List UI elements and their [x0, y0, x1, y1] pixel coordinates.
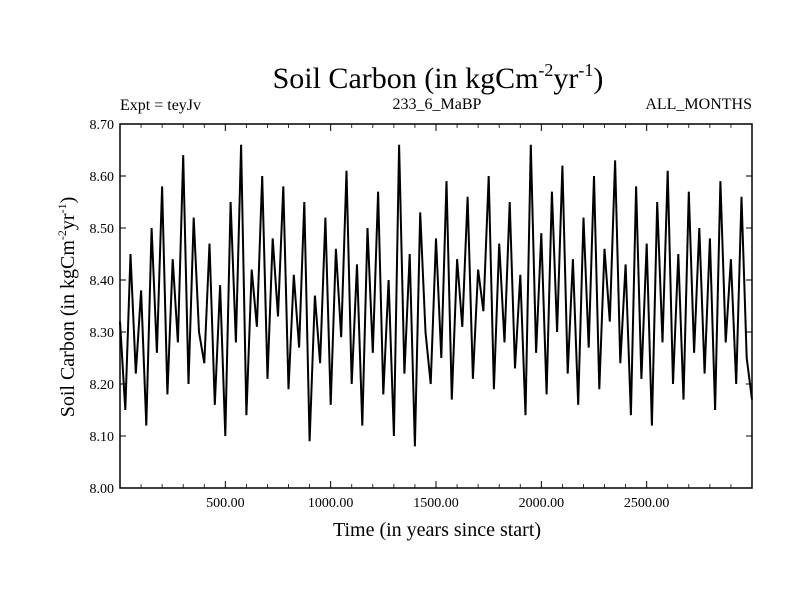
axis-ticks: 8.00 8.10 8.20 8.30 8.40 8.50 8.60 8.70 500.00 10…	[90, 118, 752, 511]
y-axis-label-mid: yr	[57, 213, 79, 230]
y-tick-label: 8.00	[90, 482, 115, 497]
chart-title-end: )	[593, 62, 603, 95]
plot-frame	[119, 123, 753, 489]
chart-title: Soil Carbon (in kgCm-2yr-1)	[273, 60, 604, 95]
x-axis-label: Time (in years since start)	[333, 519, 541, 541]
y-tick-label: 8.40	[90, 274, 115, 289]
y-tick-label: 8.60	[90, 170, 115, 185]
y-tick-label: 8.70	[90, 118, 115, 133]
subtitle-months: ALL_MONTHS	[645, 96, 752, 113]
x-tick-label: 2500.00	[624, 496, 670, 511]
chart-title-sup2: -1	[578, 60, 593, 80]
y-tick-label: 8.50	[90, 222, 115, 237]
x-tick-label: 1000.00	[308, 496, 354, 511]
y-axis-label-end: )	[57, 197, 79, 204]
y-axis-label: Soil Carbon (in kgCm-2yr-1)	[55, 197, 79, 418]
chart-title-mid: yr	[553, 62, 578, 95]
series-layer	[119, 144, 753, 447]
subtitle-experiment: Expt = teyJv	[120, 97, 201, 114]
subtitle-period: 233_6_MaBP	[393, 96, 482, 113]
y-tick-label: 8.20	[90, 378, 115, 393]
chart-title-main: Soil Carbon (in kgCm	[273, 62, 539, 95]
chart-title-sup1: -2	[538, 60, 553, 80]
y-axis-label-sup2: -1	[55, 203, 69, 213]
y-tick-label: 8.10	[90, 430, 115, 445]
x-tick-label: 500.00	[206, 496, 245, 511]
x-tick-label: 2000.00	[519, 496, 565, 511]
x-tick-label: 1500.00	[413, 496, 459, 511]
y-axis-label-sup1: -2	[55, 230, 69, 240]
soil-carbon-series-line	[119, 144, 753, 447]
y-tick-label: 8.30	[90, 326, 115, 341]
y-axis-label-main: Soil Carbon (in kgCm	[57, 240, 79, 418]
